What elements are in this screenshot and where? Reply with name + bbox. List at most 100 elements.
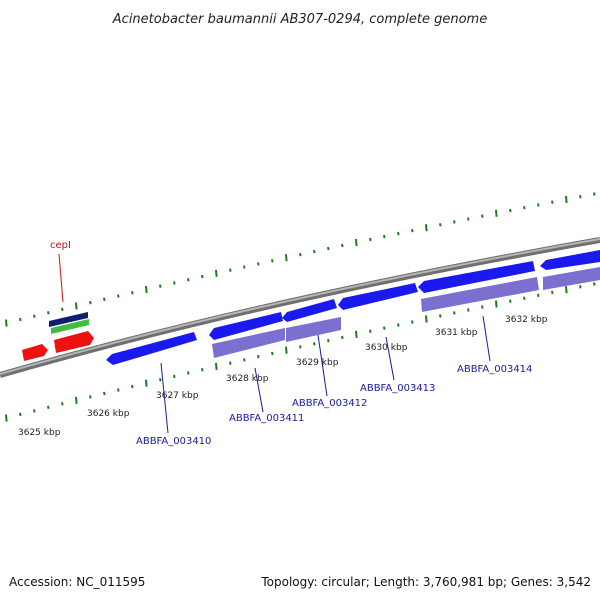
minor-tick bbox=[257, 262, 260, 266]
lavender-gene[interactable] bbox=[212, 328, 285, 358]
minor-tick bbox=[33, 314, 36, 318]
minor-tick bbox=[411, 228, 414, 233]
scale-label: 3625 kbp bbox=[18, 428, 61, 438]
minor-tick bbox=[509, 299, 512, 303]
feature-bar-navy[interactable] bbox=[49, 312, 88, 327]
minor-tick bbox=[61, 402, 64, 406]
minor-tick bbox=[341, 243, 344, 248]
footer-accession: Accession: NC_011595 bbox=[9, 575, 145, 589]
minor-tick bbox=[187, 371, 190, 375]
minor-tick bbox=[243, 358, 246, 362]
minor-tick bbox=[509, 208, 512, 213]
minor-tick bbox=[537, 203, 540, 207]
gene-leader bbox=[482, 315, 491, 362]
minor-tick bbox=[313, 342, 316, 346]
gene-arrow-next[interactable] bbox=[540, 250, 600, 270]
major-tick bbox=[75, 302, 78, 310]
minor-tick bbox=[173, 374, 176, 379]
minor-tick bbox=[313, 249, 316, 254]
minor-tick bbox=[131, 291, 134, 295]
minor-tick bbox=[579, 195, 582, 199]
major-tick bbox=[565, 286, 568, 294]
gene-arrow-ABBFA_003411[interactable] bbox=[209, 312, 283, 340]
minor-tick bbox=[299, 252, 302, 257]
minor-tick bbox=[467, 217, 470, 221]
scale-label: 3628 kbp bbox=[226, 374, 269, 384]
gene-leader bbox=[160, 362, 169, 434]
gene-arrow-ABBFA_003412[interactable] bbox=[282, 299, 337, 322]
minor-tick bbox=[229, 361, 232, 365]
scale-label: 3631 kbp bbox=[435, 328, 478, 338]
minor-tick bbox=[439, 223, 442, 227]
scale-labels: 3625 kbp 3626 kbp 3627 kbp 3628 kbp 3629… bbox=[18, 315, 548, 438]
gene-leader bbox=[317, 334, 328, 397]
minor-tick bbox=[593, 282, 596, 286]
minor-tick bbox=[201, 368, 204, 372]
major-tick bbox=[215, 269, 218, 277]
gene-label: ABBFA_003410 bbox=[136, 436, 211, 447]
major-tick bbox=[145, 379, 148, 387]
minor-tick bbox=[159, 284, 162, 288]
minor-tick bbox=[523, 296, 526, 300]
major-tick bbox=[425, 315, 428, 323]
minor-tick bbox=[229, 268, 232, 272]
cepI-leader bbox=[58, 253, 64, 303]
major-tick bbox=[495, 209, 498, 217]
minor-tick bbox=[159, 378, 162, 382]
red-gene-arrow[interactable] bbox=[22, 344, 48, 361]
minor-tick bbox=[523, 206, 526, 210]
minor-tick bbox=[383, 234, 386, 239]
feature-bar-green[interactable] bbox=[51, 319, 89, 334]
gene-arrow-ABBFA_003414[interactable] bbox=[418, 261, 535, 293]
major-tick bbox=[145, 285, 148, 294]
minor-tick bbox=[89, 395, 92, 399]
lavender-gene[interactable] bbox=[286, 317, 341, 342]
scale-label: 3630 kbp bbox=[365, 343, 408, 353]
red-gene-arrow[interactable] bbox=[54, 331, 94, 353]
minor-tick bbox=[47, 311, 50, 315]
gene-label: ABBFA_003411 bbox=[229, 413, 304, 424]
red-gene-group: cepI bbox=[22, 240, 94, 361]
minor-tick bbox=[173, 281, 176, 285]
upper-tick-track bbox=[5, 192, 596, 327]
minor-tick bbox=[131, 384, 134, 389]
minor-tick bbox=[593, 192, 596, 196]
minor-tick bbox=[103, 391, 106, 396]
gene-arrow-ABBFA_003410[interactable] bbox=[106, 332, 197, 365]
minor-tick bbox=[19, 412, 22, 417]
lower-tick-track bbox=[5, 282, 596, 422]
minor-tick bbox=[299, 345, 302, 349]
minor-tick bbox=[61, 307, 64, 312]
minor-tick bbox=[551, 290, 554, 295]
scale-label: 3627 kbp bbox=[156, 391, 199, 401]
lavender-gene[interactable] bbox=[421, 277, 539, 312]
lavender-gene[interactable] bbox=[543, 267, 600, 290]
minor-tick bbox=[243, 265, 246, 269]
map-title: Acinetobacter baumannii AB307-0294, comp… bbox=[112, 12, 487, 27]
minor-tick bbox=[383, 326, 386, 330]
gene-arrow-ABBFA_003413[interactable] bbox=[338, 283, 418, 310]
gene-label: ABBFA_003414 bbox=[457, 364, 532, 375]
minor-tick bbox=[551, 200, 554, 204]
minor-tick bbox=[397, 231, 400, 236]
minor-tick bbox=[257, 354, 260, 359]
minor-tick bbox=[439, 314, 442, 318]
minor-tick bbox=[47, 405, 50, 410]
scale-label: 3632 kbp bbox=[505, 315, 548, 325]
scale-label: 3626 kbp bbox=[87, 409, 130, 419]
blue-gene-group bbox=[106, 250, 600, 365]
minor-tick bbox=[187, 278, 190, 282]
major-tick bbox=[5, 319, 8, 327]
gene-label: ABBFA_003412 bbox=[292, 398, 367, 409]
footer-summary: Topology: circular; Length: 3,760,981 bp… bbox=[260, 575, 591, 589]
minor-tick bbox=[89, 300, 92, 305]
minor-tick bbox=[579, 285, 582, 289]
minor-tick bbox=[271, 259, 274, 263]
minor-tick bbox=[271, 351, 274, 356]
major-tick bbox=[495, 300, 498, 308]
minor-tick bbox=[369, 237, 372, 242]
minor-tick bbox=[467, 308, 470, 312]
minor-tick bbox=[327, 338, 330, 343]
gene-leader bbox=[254, 367, 264, 413]
